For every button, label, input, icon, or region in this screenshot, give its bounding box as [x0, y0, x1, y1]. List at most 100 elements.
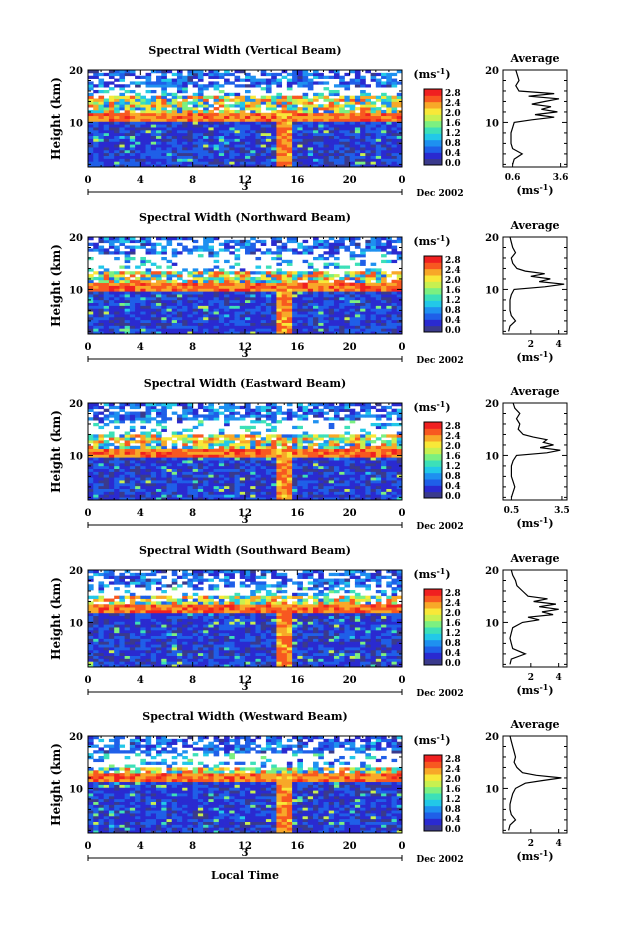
heatmap-cell	[108, 135, 115, 139]
heatmap-cell	[265, 144, 272, 148]
heatmap-cell	[229, 294, 235, 298]
heatmap-cell	[161, 497, 167, 501]
heatmap-cell	[108, 325, 115, 329]
heatmap-cell	[229, 299, 235, 304]
heatmap-cell	[313, 152, 319, 156]
heatmap-cell	[234, 282, 241, 286]
heatmap-cell	[239, 95, 246, 99]
heatmap-cell	[391, 81, 398, 85]
heatmap-cell	[297, 474, 303, 478]
heatmap-cell	[192, 325, 199, 329]
heatmap-cell	[140, 118, 146, 122]
heatmap-cell	[218, 112, 225, 117]
heatmap-cell	[93, 248, 99, 252]
heatmap-cell	[140, 276, 146, 281]
heatmap-cell	[255, 158, 262, 162]
heatmap-cell	[255, 294, 262, 298]
heatmap-cell	[145, 251, 152, 255]
heatmap-cell	[328, 465, 335, 470]
heatmap-cell	[297, 465, 303, 470]
heatmap-cell	[276, 448, 283, 452]
heatmap-cell	[150, 299, 157, 304]
heatmap-cell	[203, 299, 209, 304]
heatmap-cell	[239, 319, 246, 323]
heatmap-cell	[192, 448, 199, 452]
heatmap-cell	[224, 152, 230, 156]
heatmap-cell	[313, 331, 319, 335]
heatmap-cell	[98, 468, 105, 472]
heatmap-cell	[328, 494, 335, 498]
heatmap-cell	[192, 440, 199, 444]
heatmap-cell	[286, 296, 293, 301]
heatmap-cell	[88, 75, 94, 79]
heatmap-cell	[103, 497, 110, 501]
heatmap-cell	[250, 288, 256, 292]
heatmap-cell	[245, 279, 251, 284]
heatmap-cell	[318, 299, 324, 304]
heatmap-cell	[271, 474, 277, 478]
heatmap-cell	[349, 331, 356, 335]
heatmap-cell	[114, 291, 120, 295]
heatmap-cell	[203, 149, 209, 154]
heatmap-cell	[239, 112, 246, 117]
heatmap-cell	[276, 254, 283, 258]
heatmap-cell	[108, 101, 115, 105]
heatmap-cell	[150, 325, 157, 329]
heatmap-cell	[135, 118, 141, 122]
heatmap-cell	[93, 451, 99, 455]
heatmap-cell	[255, 138, 262, 142]
heatmap-cell	[297, 147, 303, 151]
heatmap-cell	[88, 115, 94, 119]
heatmap-cell	[124, 448, 131, 452]
heatmap-cell	[370, 104, 377, 108]
heatmap-cell	[281, 454, 288, 458]
heatmap-cell	[98, 78, 105, 82]
heatmap-cell	[98, 482, 105, 487]
heatmap-cell	[103, 291, 110, 295]
heatmap-cell	[313, 474, 319, 478]
heatmap-cell	[145, 308, 152, 312]
heatmap-cell	[255, 454, 262, 458]
x-tick-label: 12	[238, 342, 252, 353]
heatmap-cell	[135, 328, 141, 332]
heatmap-cell	[119, 445, 126, 450]
heatmap-cell	[119, 251, 126, 255]
heatmap-cell	[245, 118, 251, 122]
heatmap-cell	[93, 311, 99, 315]
heatmap-cell	[360, 325, 366, 329]
heatmap-cell	[292, 437, 298, 441]
heatmap-cell	[192, 434, 199, 438]
heatmap-cell	[114, 477, 120, 481]
heatmap-cell	[333, 72, 340, 77]
day-label: 3	[242, 349, 249, 360]
heatmap-cell	[381, 474, 387, 478]
heatmap-cell	[166, 132, 173, 137]
heatmap-cell	[88, 161, 94, 165]
heatmap-cell	[333, 161, 340, 165]
heatmap-cell	[381, 254, 387, 258]
heatmap-cell	[156, 494, 162, 498]
heatmap-cell	[313, 482, 319, 487]
heatmap-cell	[129, 448, 136, 452]
heatmap-cell	[286, 285, 293, 289]
heatmap-cell	[313, 104, 319, 108]
heatmap-cell	[281, 299, 288, 304]
heatmap-cell	[375, 311, 382, 315]
heatmap-cell	[119, 454, 126, 458]
heatmap-cell	[255, 129, 262, 134]
heatmap-cell	[208, 457, 214, 461]
heatmap-cell	[386, 314, 392, 318]
heatmap-cell	[302, 98, 309, 102]
heatmap-cell	[381, 75, 387, 79]
heatmap-cell	[391, 282, 398, 286]
heatmap-cell	[124, 132, 131, 137]
heatmap-cell	[328, 124, 335, 128]
heatmap-cell	[276, 434, 283, 438]
heatmap-cell	[265, 437, 272, 441]
heatmap-cell	[313, 465, 319, 470]
heatmap-cell	[260, 437, 267, 441]
heatmap-cell	[292, 121, 298, 125]
heatmap-cell	[271, 279, 277, 284]
heatmap-cell	[375, 149, 382, 154]
heatmap-cell	[182, 299, 188, 304]
